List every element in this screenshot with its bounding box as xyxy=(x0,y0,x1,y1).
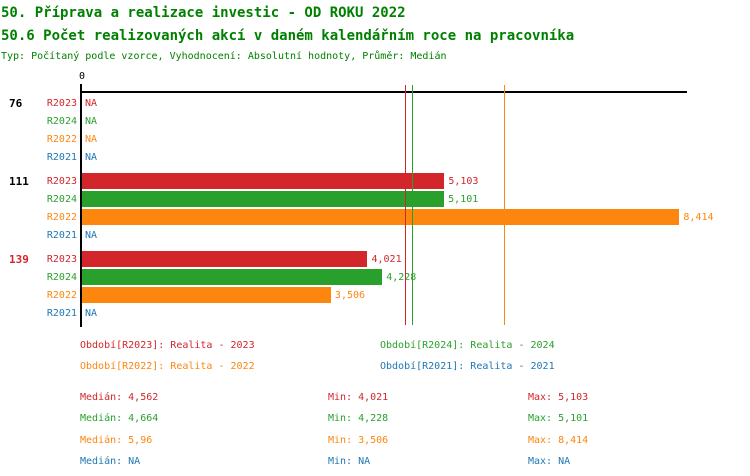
chart-row: R2024 4,228 xyxy=(0,268,750,286)
value-bar xyxy=(82,173,445,189)
chart-row: 76 R2023 NA xyxy=(0,94,750,112)
na-value-label: NA xyxy=(85,307,98,319)
chart-row: R2021 NA xyxy=(0,226,750,244)
stat-median-r2022: Medián: 5,96 xyxy=(80,435,153,446)
page-title: 50. Příprava a realizace investic - OD R… xyxy=(1,5,406,21)
value-bar xyxy=(82,209,680,225)
na-value-label: NA xyxy=(85,229,98,241)
series-label: R2024 xyxy=(46,115,77,127)
bar-group-139: 139 R2023 4,021 R2024 4,228 R2022 3,506 R2021 NA xyxy=(0,250,750,322)
stat-min-r2021: Min: NA xyxy=(328,456,371,467)
median-line-r2023 xyxy=(405,85,406,325)
x-axis-line xyxy=(80,91,687,93)
series-label: R2024 xyxy=(46,193,77,205)
series-label: R2024 xyxy=(46,271,77,283)
series-label: R2022 xyxy=(46,211,77,223)
legend-item-r2021: Období[R2021]: Realita - 2021 xyxy=(380,361,555,372)
y-axis-line xyxy=(80,84,82,327)
stat-min-r2023: Min: 4,021 xyxy=(328,392,389,403)
legend-item-r2024: Období[R2024]: Realita - 2024 xyxy=(380,340,555,351)
page-subtitle: 50.6 Počet realizovaných akcí v daném ka… xyxy=(1,28,575,44)
chart-row: R2024 NA xyxy=(0,112,750,130)
stat-min-r2022: Min: 3,506 xyxy=(328,435,389,446)
group-label: 76 xyxy=(9,96,23,110)
series-label: R2021 xyxy=(46,151,77,163)
group-label: 139 xyxy=(9,252,29,266)
chart-row: R2024 5,101 xyxy=(0,190,750,208)
value-bar xyxy=(82,269,383,285)
median-line-r2022 xyxy=(504,85,505,325)
chart-row: R2022 NA xyxy=(0,130,750,148)
legend-item-r2022: Období[R2022]: Realita - 2022 xyxy=(80,361,255,372)
chart-rows: 76 R2023 NA R2024 NA R2022 NA R2021 NA 111 R2023 5,… xyxy=(0,94,750,322)
chart-meta-line: Typ: Počítaný podle vzorce, Vyhodnocení:… xyxy=(1,51,447,62)
na-value-label: NA xyxy=(85,97,98,109)
na-value-label: NA xyxy=(85,133,98,145)
stat-max-r2023: Max: 5,103 xyxy=(528,392,589,403)
series-label: R2023 xyxy=(46,253,77,265)
legend-item-r2023: Období[R2023]: Realita - 2023 xyxy=(80,340,255,351)
stat-max-r2022: Max: 8,414 xyxy=(528,435,589,446)
bar-value-label: 4,021 xyxy=(371,253,402,265)
stat-median-r2021: Medián: NA xyxy=(80,456,141,467)
na-value-label: NA xyxy=(85,115,98,127)
value-bar xyxy=(82,191,445,207)
bar-value-label: 8,414 xyxy=(683,211,714,223)
bar-value-label: 4,228 xyxy=(386,271,417,283)
stat-max-r2024: Max: 5,101 xyxy=(528,413,589,424)
stat-min-r2024: Min: 4,228 xyxy=(328,413,389,424)
value-bar xyxy=(82,251,368,267)
series-label: R2023 xyxy=(46,175,77,187)
series-label: R2022 xyxy=(46,289,77,301)
group-label: 111 xyxy=(9,174,29,188)
series-label: R2023 xyxy=(46,97,77,109)
chart-row: R2021 NA xyxy=(0,304,750,322)
series-label: R2022 xyxy=(46,133,77,145)
bar-group-111: 111 R2023 5,103 R2024 5,101 R2022 8,414 R2021 NA xyxy=(0,172,750,244)
bar-chart: 0 76 R2023 NA R2024 NA R2022 NA R2021 NA 111 R2023… xyxy=(0,70,750,340)
bar-value-label: 3,506 xyxy=(334,289,366,301)
chart-row: 139 R2023 4,021 xyxy=(0,250,750,268)
median-line-r2024 xyxy=(412,85,413,325)
chart-row: 111 R2023 5,103 xyxy=(0,172,750,190)
series-label: R2021 xyxy=(46,307,77,319)
na-value-label: NA xyxy=(85,151,98,163)
bar-group-76: 76 R2023 NA R2024 NA R2022 NA R2021 NA xyxy=(0,94,750,166)
stat-median-r2023: Medián: 4,562 xyxy=(80,392,159,403)
bar-value-label: 5,101 xyxy=(448,193,479,205)
stat-median-r2024: Medián: 4,664 xyxy=(80,413,159,424)
chart-row: R2022 8,414 xyxy=(0,208,750,226)
stat-max-r2021: Max: NA xyxy=(528,456,571,467)
bar-value-label: 5,103 xyxy=(448,175,479,187)
value-bar xyxy=(82,287,331,303)
chart-row: R2021 NA xyxy=(0,148,750,166)
x-axis-zero-label: 0 xyxy=(78,71,86,82)
chart-row: R2022 3,506 xyxy=(0,286,750,304)
series-label: R2021 xyxy=(46,229,77,241)
